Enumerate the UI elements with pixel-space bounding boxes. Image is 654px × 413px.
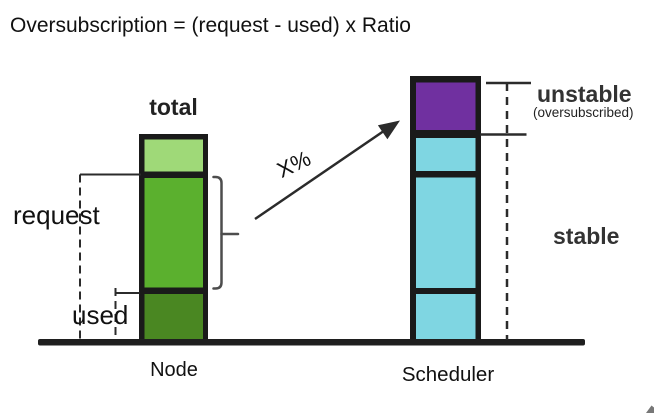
request-label: request [13, 200, 100, 230]
ratio-arrow-head [377, 120, 400, 140]
unstable-label: unstable [537, 81, 632, 107]
scheduler-segment-stable-3 [416, 294, 476, 341]
node-bar [139, 134, 208, 341]
scheduler-segment-stable-1 [416, 138, 476, 171]
request-brace [212, 175, 240, 290]
node-axis-label: Node [150, 359, 198, 381]
used-label: used [72, 300, 129, 330]
ratio-arrow: X% [254, 120, 400, 221]
scheduler-measure-lines [480, 81, 531, 340]
request-level-lines [79, 173, 141, 340]
scheduler-axis-label: Scheduler [401, 363, 495, 386]
scheduler-bar [410, 76, 481, 341]
corner-artifact [646, 405, 654, 413]
scheduler-segment-stable-2 [416, 177, 476, 288]
node-segment-used [144, 294, 203, 341]
oversubscribed-label: (oversubscribed) [533, 105, 634, 120]
ratio-arrow-shaft [254, 128, 387, 221]
ground-line [38, 339, 585, 346]
ratio-arrow-label: X% [273, 146, 315, 183]
scheduler-segment-unstable [416, 82, 476, 130]
used-level-lines [114, 288, 140, 340]
stable-label: stable [553, 223, 620, 249]
node-segment-free [144, 139, 203, 172]
node-segment-request [144, 178, 203, 288]
total-label: total [149, 94, 198, 120]
formula-title: Oversubscription = (request - used) x Ra… [10, 14, 411, 37]
